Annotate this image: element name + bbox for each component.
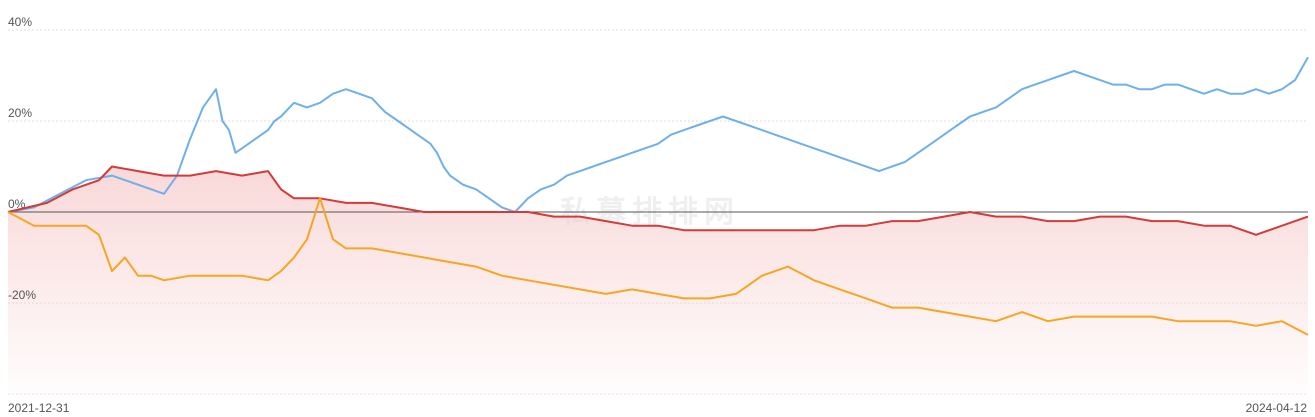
series-line-3 <box>7 197 1309 336</box>
series-line-2 <box>7 165 1309 236</box>
y-tick-label: -20% <box>8 288 36 302</box>
y-tick-label: 20% <box>8 106 32 120</box>
series-line-1 <box>7 56 1309 213</box>
y-tick-label: 40% <box>8 15 32 29</box>
y-axis-ticks: 40% 20% 0% -20% <box>8 15 36 302</box>
y-tick-label: 0% <box>8 197 26 211</box>
area-fill <box>8 166 1308 394</box>
x-tick-start: 2021-12-31 <box>8 401 70 415</box>
series-lines <box>7 56 1309 336</box>
x-tick-end: 2024-04-12 <box>1246 401 1308 415</box>
